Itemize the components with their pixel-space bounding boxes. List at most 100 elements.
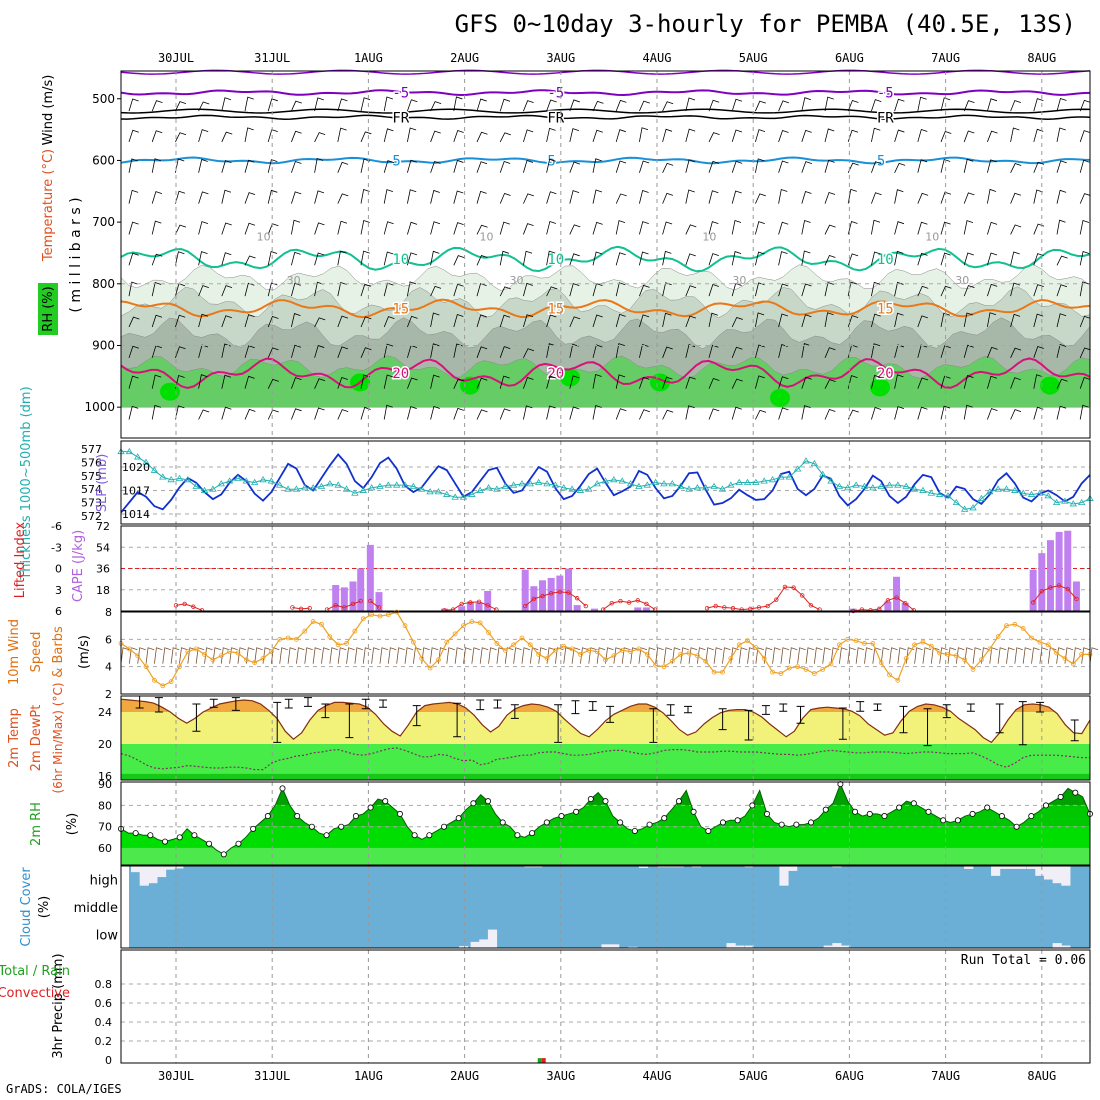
wind-barb: [685, 344, 696, 358]
thickness-marker: [493, 485, 501, 492]
rh-marker: [1057, 793, 1064, 800]
temp-tick-label: 20: [98, 738, 112, 751]
cape-bar: [521, 569, 529, 611]
wind-barb-10m: [1081, 647, 1090, 664]
cloud-high-bar: [964, 866, 974, 869]
wind-barb: [267, 282, 278, 297]
thickness-marker: [994, 485, 1002, 492]
wind-barb-10m: [855, 647, 865, 664]
li-marker: [618, 598, 623, 604]
wind-barb: [662, 162, 674, 173]
cape-bar: [547, 577, 555, 611]
cloud-low-bar: [1061, 945, 1071, 948]
wind-barb-10m: [321, 647, 330, 664]
temp-minmax-bar: [231, 697, 240, 711]
thickness-marker: [418, 485, 426, 492]
wind-speed-marker: [486, 630, 491, 635]
wind-speed-marker: [678, 651, 684, 657]
wind-barb: [360, 97, 371, 112]
thickness-marker: [384, 481, 393, 488]
wind-speed-marker: [920, 639, 926, 645]
rh-marker: [323, 832, 330, 839]
li-marker: [782, 584, 788, 590]
wind-speed-marker: [644, 651, 650, 657]
thickness-marker: [292, 485, 301, 492]
rh-marker: [822, 806, 829, 813]
wind-barb: [639, 343, 649, 358]
wind-barb: [662, 101, 674, 112]
wind-barb: [1010, 377, 1021, 389]
wind-barb: [314, 317, 326, 328]
wind-speed-marker: [745, 638, 750, 644]
wind-barb: [546, 99, 557, 112]
wind-barb: [337, 250, 347, 266]
rh-tick-label: 70: [98, 821, 112, 834]
thickness-marker: [585, 485, 593, 492]
ylabel-wind: Wind (m/s): [41, 75, 56, 146]
cloud-high-bar: [1026, 866, 1036, 869]
temp-band: [121, 712, 1090, 744]
rh-label: 2m RH: [29, 802, 44, 846]
wind-barb-10m: [705, 647, 714, 664]
thickness-tick-label: 573: [81, 497, 102, 510]
rh-marker: [162, 838, 169, 845]
temp-label: 2m Temp: [7, 708, 22, 768]
wind-barb: [778, 160, 789, 173]
wind-barb: [917, 285, 929, 297]
wind-barb: [940, 131, 952, 143]
wind-barb: [198, 158, 208, 173]
rh-marker: [866, 810, 873, 817]
rh-marker: [514, 832, 521, 839]
wind-speed-marker: [594, 649, 600, 655]
wind-speed-marker: [252, 660, 258, 665]
wind-barb: [871, 127, 881, 143]
wind-barb: [917, 128, 928, 143]
cloud-high-bar: [744, 866, 754, 868]
wind-barb-10m: [404, 647, 414, 664]
wind-barb-10m: [613, 647, 622, 664]
rh-marker: [793, 821, 800, 828]
wind-barb: [523, 129, 534, 143]
wind-barb: [360, 374, 371, 389]
wind-barb: [940, 405, 951, 420]
li-marker: [468, 600, 473, 605]
wind-barb: [383, 343, 394, 358]
li-marker: [756, 605, 762, 610]
cloud-low-bar: [470, 941, 480, 948]
thickness-label: Thickness 1000~500mb (dm): [19, 386, 34, 580]
wind-barb: [987, 375, 998, 389]
wind-barb: [1079, 315, 1091, 328]
wind-speed-marker: [143, 664, 149, 670]
wind-barb-10m: [245, 647, 255, 664]
wind-barb: [267, 251, 278, 266]
rh-marker: [764, 810, 771, 817]
precip-convective-bar: [541, 1058, 546, 1063]
wind-barb: [383, 404, 393, 420]
wind-barb: [615, 343, 625, 358]
thickness-marker: [969, 504, 977, 511]
wind-barb: [151, 404, 161, 420]
cape-bar: [1064, 530, 1072, 611]
cape-bar: [340, 587, 348, 611]
wind-speed-marker: [319, 621, 324, 627]
temp-minmax-bar: [873, 703, 882, 711]
wind-barb: [824, 159, 835, 173]
wind-barb: [1079, 347, 1091, 358]
wind-speed-marker: [335, 642, 341, 648]
isotherm-line: [120, 89, 1091, 97]
isotherm-label: FR: [877, 110, 894, 126]
li-marker: [350, 601, 356, 607]
cape-bar: [893, 576, 901, 611]
wind-barb: [128, 345, 140, 358]
wind-barb: [221, 222, 232, 235]
wind-barb-10m: [939, 647, 948, 664]
rh-marker: [543, 819, 550, 826]
isotherm-label: 10: [392, 252, 409, 268]
wind-barb: [847, 220, 858, 235]
wind-barb: [731, 282, 742, 297]
li-marker: [531, 596, 537, 602]
wind-speed-marker: [527, 642, 533, 648]
isotherm-label: -5: [392, 86, 409, 102]
wind-speed-marker: [218, 653, 224, 659]
wind-barb-10m: [713, 647, 723, 664]
